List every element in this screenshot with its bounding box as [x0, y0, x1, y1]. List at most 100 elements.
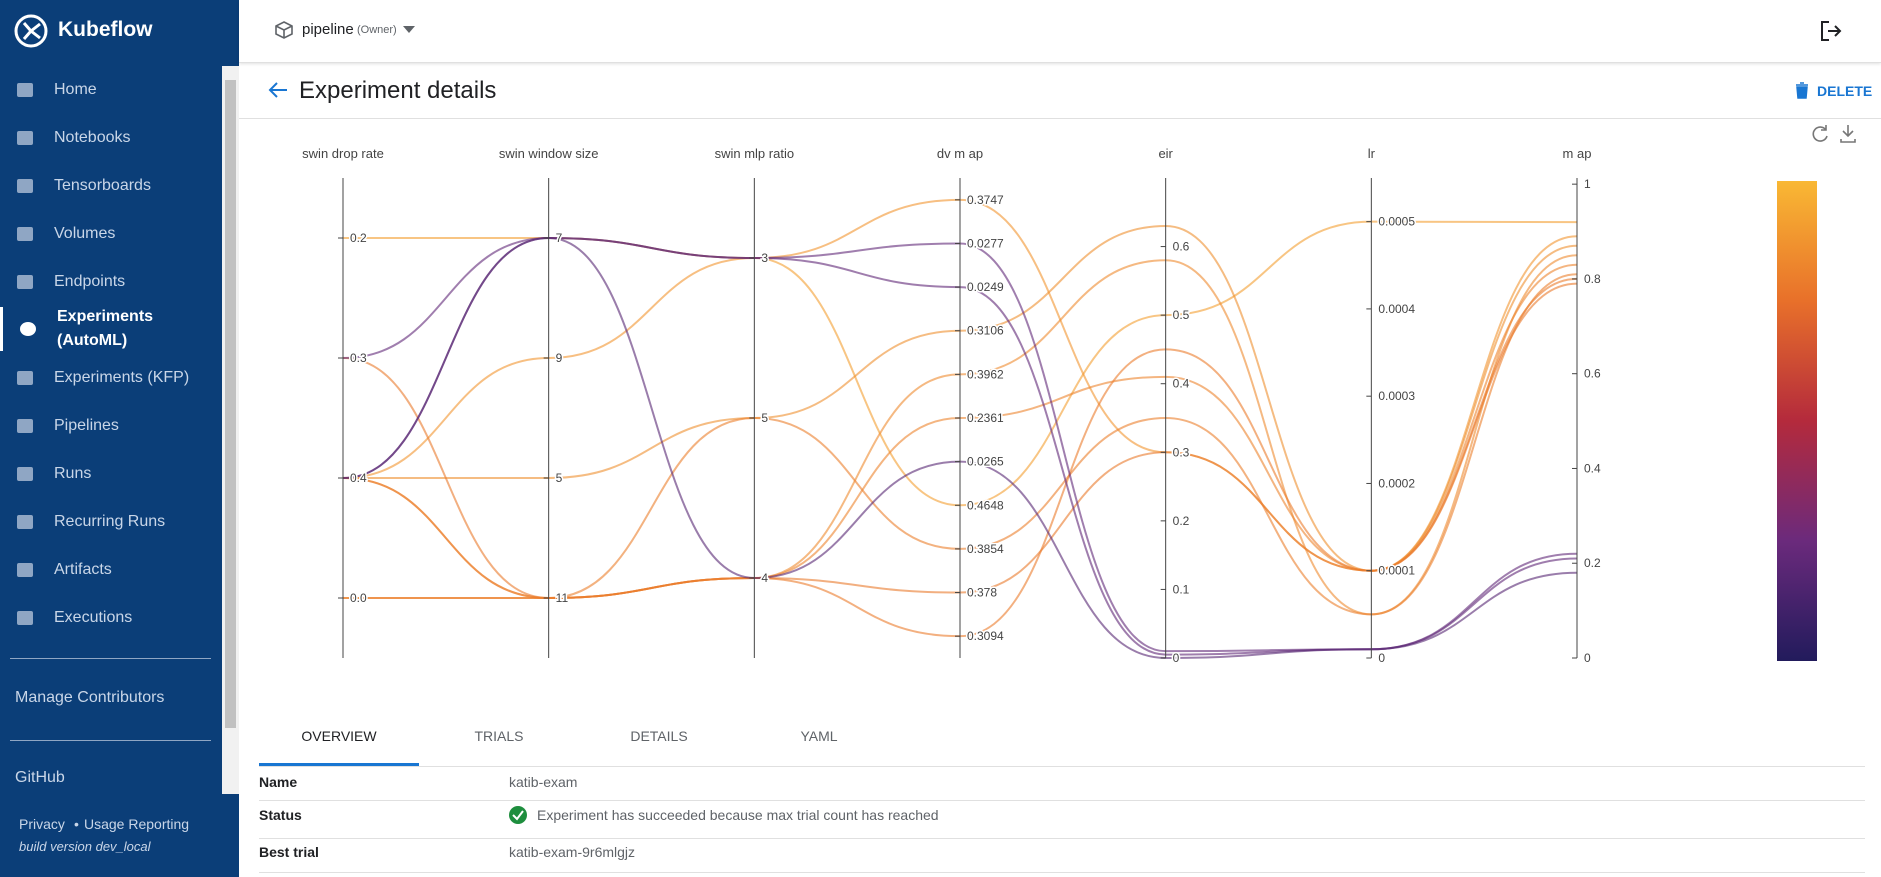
tick-label: 0.0002: [1378, 476, 1415, 490]
usage-link[interactable]: Usage Reporting: [84, 816, 190, 832]
tick-label: 5: [761, 411, 768, 425]
trial-line: [342, 236, 1578, 660]
download-icon[interactable]: [1840, 125, 1856, 143]
page-title: Experiment details: [299, 77, 497, 104]
divider: [10, 740, 211, 741]
tab[interactable]: YAML: [800, 728, 838, 744]
tick-label: 0.3094: [967, 629, 1004, 643]
tick-label: 0.0249: [967, 280, 1004, 294]
nav-item[interactable]: Experiments (AutoML): [0, 307, 225, 351]
delete-icon[interactable]: [1795, 82, 1809, 99]
manage-contributors[interactable]: Manage Contributors: [15, 689, 165, 706]
tick-label: 0.2: [350, 231, 367, 245]
top-bar: pipeline (Owner): [239, 0, 1881, 63]
nav-icon: [17, 611, 33, 625]
tick-label: 0.378: [967, 586, 997, 600]
axis: dv m ap 0.3747 0.0277 0.0249 0.3106 0.3962 0.2…: [937, 146, 1006, 658]
tick-label: 0.4: [1584, 461, 1601, 475]
axis: swin mlp ratio 3 5 4: [715, 146, 794, 658]
tab[interactable]: TRIALS: [474, 728, 524, 744]
axis-label: swin mlp ratio: [715, 146, 794, 161]
tick-label: 9: [556, 351, 563, 365]
github-link[interactable]: GitHub: [15, 769, 65, 786]
nav-icon: [17, 227, 33, 241]
tick-label: 0.3854: [967, 542, 1004, 556]
nav-item[interactable]: Executions: [0, 596, 222, 640]
nav-label: Executions: [54, 609, 133, 626]
scroll-thumb[interactable]: [225, 80, 236, 728]
row-divider: [259, 838, 1865, 839]
tick-label: 0.5: [1173, 308, 1190, 322]
role: (Owner): [357, 24, 397, 36]
axis: lr 0 0.0001 0.0002 0.0003 0.0004 0.0005: [1366, 146, 1417, 667]
tick-label: 1: [1584, 177, 1591, 191]
nav-label: Experiments (AutoML): [57, 308, 154, 349]
tick-label: 0.3: [350, 351, 367, 365]
nav-icon: [17, 179, 33, 193]
nav-icon: [17, 275, 33, 289]
row-label: Best trial: [259, 844, 319, 860]
row-value: katib-exam-9r6mlgjz: [509, 844, 636, 860]
nav-label: Volumes: [54, 225, 116, 242]
row-divider: [259, 800, 1865, 801]
tick-label: 0.6: [1584, 367, 1601, 381]
tick-label: 0.2: [1584, 556, 1601, 570]
tick-label: 0.8: [1584, 272, 1601, 286]
nav-item[interactable]: Experiments (KFP): [0, 356, 222, 400]
nav-item[interactable]: Artifacts: [0, 548, 222, 592]
nav-item[interactable]: Recurring Runs: [0, 500, 222, 544]
tab[interactable]: DETAILS: [630, 728, 688, 744]
tick-label: 0.1: [1173, 582, 1190, 596]
axis-label: lr: [1368, 146, 1376, 161]
tick-label: 11: [556, 591, 569, 605]
namespace-icon: [275, 21, 293, 39]
row-label: Name: [259, 774, 298, 790]
tick-label: 0.3106: [967, 324, 1004, 338]
refresh-icon[interactable]: [1812, 125, 1828, 142]
back-button[interactable]: [268, 81, 288, 99]
nav-item[interactable]: Pipelines: [0, 404, 222, 448]
nav-item[interactable]: Home: [0, 68, 222, 112]
nav-label: Tensorboards: [54, 177, 151, 194]
tick-label: 0.0003: [1378, 389, 1415, 403]
row-divider: [259, 872, 1865, 873]
tick-label: 0.2361: [967, 411, 1004, 425]
dropdown-arrow[interactable]: [403, 26, 415, 34]
nav-label: Home: [54, 81, 97, 98]
nav-icon: [17, 83, 33, 97]
nav-item[interactable]: Tensorboards: [0, 164, 222, 208]
nav-item[interactable]: Runs: [0, 452, 222, 496]
namespace[interactable]: pipeline: [302, 21, 354, 38]
axis-label: eir: [1158, 146, 1173, 161]
nav-item[interactable]: Endpoints: [0, 260, 222, 304]
divider: [10, 658, 211, 659]
nav-icon: [17, 467, 33, 481]
tick-label: 0.4: [1173, 377, 1190, 391]
nav-icon: [17, 515, 33, 529]
nav-label: Endpoints: [54, 273, 126, 290]
tick-label: 0.0001: [1378, 564, 1415, 578]
axis: m ap 0 0.2 0.4 0.6 0.8 1: [1563, 146, 1603, 667]
brand[interactable]: Kubeflow: [58, 18, 153, 41]
bullet: •: [74, 816, 79, 832]
nav-label: Runs: [54, 465, 92, 482]
scrollbar[interactable]: [222, 66, 239, 794]
tick-label: 7: [556, 231, 563, 245]
row-value: katib-exam: [509, 774, 578, 790]
tick-label: 0.0277: [967, 236, 1004, 250]
delete-button[interactable]: DELETE: [1817, 83, 1873, 99]
privacy-link[interactable]: Privacy: [19, 816, 65, 832]
tick-label: 0: [1378, 651, 1385, 665]
tick-label: 0.3: [1173, 445, 1190, 459]
axis: swin window size 7 9 5 11: [499, 146, 599, 658]
nav-label: Artifacts: [54, 561, 112, 578]
logout-icon[interactable]: [1819, 19, 1843, 43]
nav-item[interactable]: Volumes: [0, 212, 222, 256]
tick-label: 0.6: [1173, 240, 1190, 254]
tab[interactable]: OVERVIEW: [301, 728, 377, 744]
nav-label: Pipelines: [54, 417, 119, 434]
nav-item[interactable]: Notebooks: [0, 116, 222, 160]
trial-line: [343, 273, 1578, 616]
nav-icon: [17, 563, 33, 577]
